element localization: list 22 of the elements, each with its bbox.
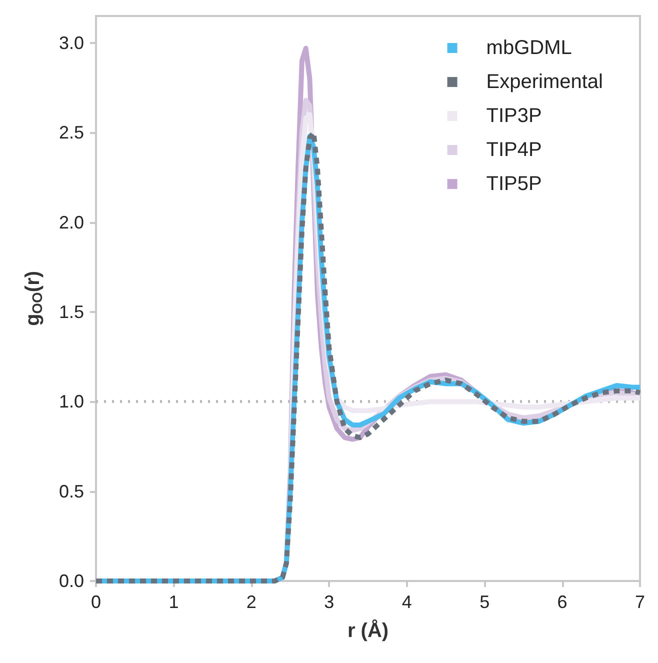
y-axis-title: gOO(r) [22,270,45,326]
x-tick-label: 7 [634,592,645,612]
legend-label: TIP4P [486,139,542,161]
y-tick-label: 0.0 [58,571,84,591]
x-tick-label: 3 [324,592,334,612]
y-tick-label: 1.5 [58,302,84,322]
x-tick-label: 0 [90,592,102,612]
y-tick-label: 2.5 [58,122,84,143]
y-tick-label: 1.0 [58,392,84,412]
x-tick-label: 1 [168,592,179,612]
x-tick-label: 6 [557,592,568,612]
x-tick-label: 2 [246,592,256,612]
y-tick-label: 0.5 [58,481,84,502]
legend-label: TIP3P [486,105,542,127]
x-axis-title: r (Å) [347,619,389,642]
x-tick-label: 4 [402,592,412,612]
y-tick-label: 3.0 [58,32,84,53]
legend-label: mbGDML [486,37,572,59]
legend-label: Experimental [486,71,603,93]
x-tick-label: 5 [480,592,490,612]
legend-label: TIP5P [486,173,542,195]
y-tick-label: 2.0 [58,212,84,232]
